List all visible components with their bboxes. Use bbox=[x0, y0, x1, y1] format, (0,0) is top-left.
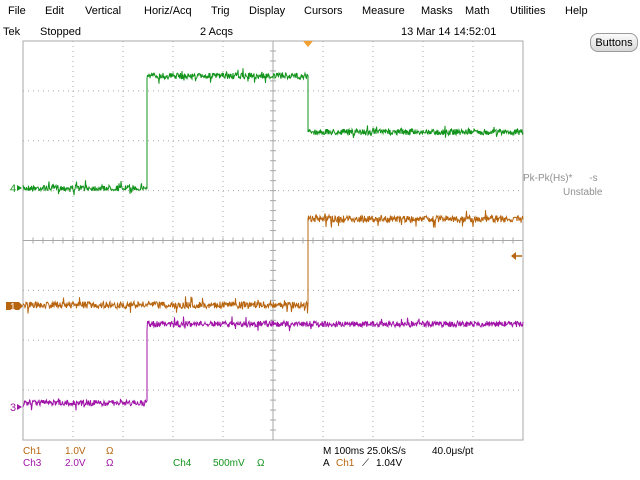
channel-markers: 4 1 3 bbox=[6, 41, 522, 414]
measurement-value: -s bbox=[589, 173, 598, 184]
measurement-name: Pk-Pk(Hs)* -s bbox=[523, 173, 598, 184]
ch1-trace bbox=[22, 210, 524, 314]
svg-text:4: 4 bbox=[10, 183, 16, 195]
menu-horiz-acq[interactable]: Horiz/Acq bbox=[144, 5, 192, 17]
trigger-mode: A bbox=[323, 458, 330, 469]
buttons-button[interactable]: Buttons bbox=[590, 33, 638, 52]
menu-file[interactable]: File bbox=[8, 5, 26, 17]
trigger-source: Ch1 bbox=[336, 458, 355, 469]
ch1-label: Ch1 bbox=[23, 446, 42, 457]
menu-bar: File Edit Vertical Horiz/Acq Trig Displa… bbox=[0, 0, 640, 22]
svg-text:1: 1 bbox=[10, 302, 16, 313]
timebase: M 100ms 25.0kS/s bbox=[323, 446, 406, 457]
trigger-level: 1.04V bbox=[376, 458, 403, 469]
ch4-label: Ch4 bbox=[173, 458, 192, 469]
menu-trig[interactable]: Trig bbox=[211, 5, 230, 17]
ch3-trace bbox=[22, 316, 524, 411]
graticule bbox=[22, 40, 524, 441]
measurement-state: Unstable bbox=[563, 187, 603, 198]
ch4-ground-marker[interactable]: 4 bbox=[10, 183, 22, 195]
ch4-trace bbox=[22, 68, 524, 196]
menu-measure[interactable]: Measure bbox=[362, 5, 405, 17]
svg-text:3: 3 bbox=[10, 402, 16, 414]
menu-display[interactable]: Display bbox=[249, 5, 286, 17]
waveform-traces bbox=[22, 68, 524, 411]
menu-vertical[interactable]: Vertical bbox=[85, 5, 122, 17]
trigger-slope-icon: ⟋ bbox=[362, 458, 369, 469]
ch4-unit: Ω bbox=[257, 458, 265, 469]
ch1-ground-marker[interactable]: 1 bbox=[6, 302, 23, 313]
trigger-position-icon[interactable] bbox=[303, 41, 313, 47]
measurement-name-text: Pk-Pk(Hs)* bbox=[523, 173, 573, 184]
menu-edit[interactable]: Edit bbox=[45, 5, 64, 17]
ch3-unit: Ω bbox=[106, 458, 114, 469]
ch3-label: Ch3 bbox=[23, 458, 42, 469]
date-time: 13 Mar 14 14:52:01 bbox=[401, 26, 497, 38]
ch3-ground-marker[interactable]: 3 bbox=[10, 402, 22, 414]
menu-math[interactable]: Math bbox=[465, 5, 490, 17]
trigger-level-arrow bbox=[511, 252, 516, 260]
status-bar: Tek Stopped 2 Acqs 13 Mar 14 14:52:01 bbox=[0, 24, 640, 40]
ch4-scale: 500mV bbox=[213, 458, 245, 469]
menu-masks[interactable]: Masks bbox=[421, 5, 453, 17]
ch1-scale: 1.0V bbox=[65, 446, 86, 457]
menu-help[interactable]: Help bbox=[565, 5, 588, 17]
menu-utilities[interactable]: Utilities bbox=[510, 5, 546, 17]
brand-label: Tek bbox=[3, 26, 21, 38]
acquisition-count: 2 Acqs bbox=[200, 26, 234, 38]
ch3-scale: 2.0V bbox=[65, 458, 86, 469]
run-state: Stopped bbox=[40, 26, 81, 38]
sample-interval: 40.0μs/pt bbox=[432, 446, 474, 457]
ch1-unit: Ω bbox=[106, 446, 114, 457]
menu-cursors[interactable]: Cursors bbox=[304, 5, 343, 17]
